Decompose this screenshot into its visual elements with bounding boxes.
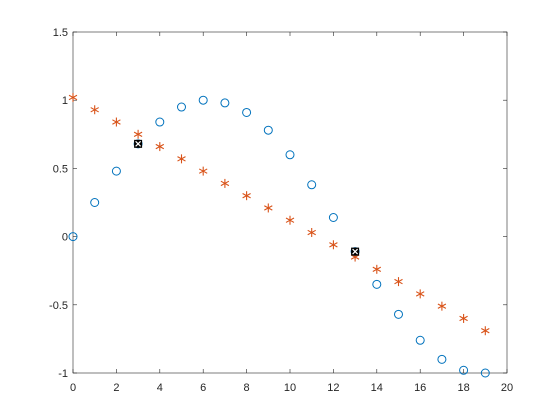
circle-marker	[328, 213, 338, 223]
circle-marker	[90, 198, 100, 207]
star-marker	[459, 313, 468, 323]
x-tick-label: 6	[200, 382, 206, 394]
star-marker	[112, 117, 121, 127]
circle-marker	[415, 335, 425, 345]
x-tick-label: 16	[414, 382, 426, 394]
star-marker	[155, 142, 165, 152]
star-marker	[68, 92, 78, 102]
y-tick-label: -0.5	[49, 300, 68, 312]
circle-marker	[263, 125, 273, 135]
circle-marker	[177, 102, 186, 112]
star-marker	[133, 129, 143, 139]
plot-area	[72, 31, 508, 374]
star-marker	[437, 301, 447, 311]
circle-marker	[111, 166, 121, 176]
x-tick-label: 10	[284, 382, 296, 394]
x-tick-label: 18	[457, 382, 469, 394]
star-marker	[394, 277, 403, 287]
star-marker	[242, 191, 251, 201]
circle-marker	[372, 279, 382, 289]
star-marker	[264, 203, 273, 213]
star-marker	[481, 326, 490, 336]
circle-marker	[155, 117, 165, 127]
y-tick-label: 1	[62, 95, 68, 107]
y-tick-label: 0	[62, 232, 68, 244]
circle-marker	[198, 95, 208, 105]
x-tick-label: 14	[371, 382, 383, 394]
x-marker	[351, 247, 360, 256]
star-marker	[307, 228, 316, 238]
x-tick-label: 12	[327, 382, 339, 394]
star-marker	[285, 215, 295, 225]
circle-marker	[394, 309, 403, 319]
circle-marker	[285, 150, 295, 160]
star-marker	[198, 166, 208, 176]
x-tick-label: 4	[157, 382, 163, 394]
star-marker	[415, 289, 425, 299]
star-marker	[329, 240, 338, 250]
circle-marker	[459, 365, 469, 375]
x-tick-label: 0	[70, 382, 76, 394]
x-tick-label: 2	[113, 382, 119, 394]
y-tick-label: -1	[58, 368, 68, 380]
circle-marker	[220, 98, 230, 108]
circle-marker	[68, 232, 78, 242]
star-marker	[220, 178, 230, 188]
circle-marker	[242, 107, 252, 117]
x-tick-label: 8	[244, 382, 250, 394]
circle-marker	[307, 180, 317, 190]
circle-marker	[480, 368, 490, 378]
y-tick-label: 1.5	[53, 27, 68, 39]
star-marker	[177, 154, 186, 164]
x-marker	[134, 139, 143, 148]
star-marker	[90, 105, 99, 115]
circle-marker	[437, 354, 447, 364]
y-tick-label: 0.5	[53, 163, 68, 175]
x-tick-label: 20	[501, 382, 513, 394]
star-marker	[372, 264, 382, 274]
